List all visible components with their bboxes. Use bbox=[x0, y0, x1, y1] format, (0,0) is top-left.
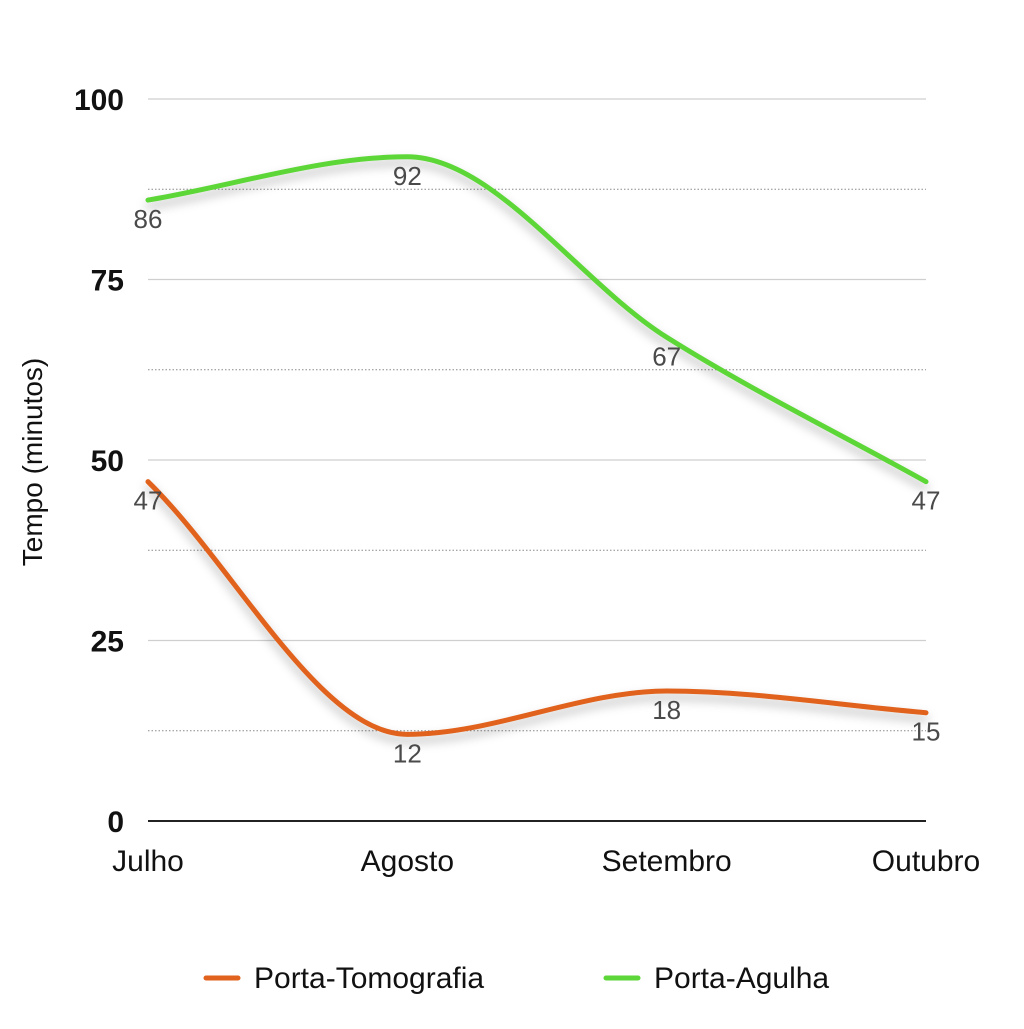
data-label: 47 bbox=[912, 486, 941, 516]
x-tick-label: Outubro bbox=[872, 845, 980, 878]
data-label: 67 bbox=[652, 341, 681, 371]
data-labels: 47 12 18 15 86 92 67 47 bbox=[134, 161, 941, 769]
y-axis-title: Tempo (minutos) bbox=[17, 358, 48, 567]
y-tick-label: 100 bbox=[74, 84, 124, 117]
data-label: 15 bbox=[912, 717, 941, 747]
legend-label-porta-agulha: Porta-Agulha bbox=[654, 962, 829, 995]
series-line-porta-tomografia bbox=[145, 479, 929, 737]
series-line-porta-agulha bbox=[145, 154, 929, 485]
x-tick-label: Setembro bbox=[602, 845, 732, 878]
x-tick-label: Agosto bbox=[361, 845, 454, 878]
series-lines bbox=[145, 154, 929, 737]
y-tick-label: 25 bbox=[91, 626, 124, 659]
grid-lines bbox=[148, 98, 926, 732]
legend: Porta-Tomografia Porta-Agulha bbox=[203, 962, 829, 995]
x-tick-label: Julho bbox=[112, 845, 184, 878]
data-label: 86 bbox=[134, 204, 163, 234]
data-label: 47 bbox=[134, 486, 163, 516]
legend-label-porta-tomografia: Porta-Tomografia bbox=[254, 962, 484, 995]
y-tick-label: 75 bbox=[91, 265, 124, 298]
y-tick-label: 0 bbox=[107, 806, 124, 839]
axes: 0 25 50 75 100 Julho Agosto Setembro Outubro Temp… bbox=[17, 84, 980, 878]
data-label: 12 bbox=[393, 738, 422, 768]
y-tick-label: 50 bbox=[91, 445, 124, 478]
data-label: 92 bbox=[393, 161, 422, 191]
data-label: 18 bbox=[652, 695, 681, 725]
